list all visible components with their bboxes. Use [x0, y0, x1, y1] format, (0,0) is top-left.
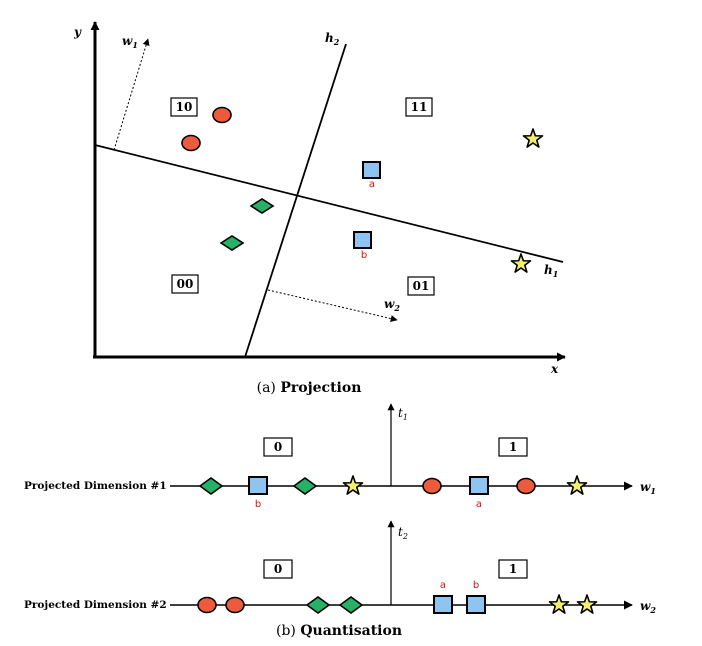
bit-1-row2: 1 [498, 559, 528, 579]
bit-0-row1: 0 [263, 437, 293, 457]
square-marker [362, 161, 381, 179]
star-marker [510, 253, 532, 273]
w2-label: w2 [384, 297, 400, 313]
star-marker [566, 475, 588, 495]
svg-text:00: 00 [177, 277, 194, 291]
star-marker [548, 594, 570, 614]
h2-label: h2 [325, 31, 340, 47]
t2-label: t2 [398, 525, 408, 541]
quantisation-panel: Projected Dimension #1 w1 t1 0 1 b a Pro… [24, 403, 656, 639]
svg-text:1: 1 [509, 440, 517, 454]
star-marker [576, 594, 598, 614]
region-code-00: 00 [171, 274, 199, 294]
square-marker [248, 476, 268, 495]
diamond-marker [305, 596, 331, 614]
circle-marker [181, 134, 201, 152]
diamond-marker [292, 477, 318, 495]
bit-1-row1: 1 [498, 437, 528, 457]
h1-label: h1 [544, 263, 558, 279]
region-code-01: 01 [407, 276, 435, 296]
bit-0-row2: 0 [263, 559, 293, 579]
region-code-10: 10 [170, 97, 198, 117]
quantisation-caption: (b) Quantisation [276, 623, 402, 639]
row1-label-a: a [476, 499, 482, 510]
row1-label: Projected Dimension #1 [24, 480, 167, 492]
diamond-marker [249, 198, 275, 214]
t1-label: t1 [398, 406, 408, 422]
star-marker [342, 475, 364, 495]
circle-marker [225, 596, 245, 614]
diamond-marker [219, 235, 245, 251]
w1-label: w1 [122, 34, 138, 50]
row1-label-b: b [255, 499, 261, 510]
svg-text:10: 10 [176, 100, 193, 114]
hyperplane-h1 [94, 144, 564, 263]
x-axis-label: x [550, 362, 559, 376]
svg-text:01: 01 [413, 279, 430, 293]
circle-marker [197, 596, 217, 614]
point-label-a: a [369, 179, 375, 190]
normal-w2 [267, 289, 398, 322]
svg-text:0: 0 [274, 562, 282, 576]
circle-marker [516, 477, 536, 495]
square-marker [353, 231, 372, 249]
point-label-b: b [361, 250, 367, 261]
normal-w1 [113, 38, 150, 151]
svg-text:11: 11 [411, 100, 428, 114]
diamond-marker [338, 596, 364, 614]
circle-marker [422, 477, 442, 495]
star-marker [522, 128, 544, 148]
row2-label: Projected Dimension #2 [24, 599, 167, 611]
diamond-marker [198, 477, 224, 495]
axis-2-label: w2 [640, 599, 656, 615]
circle-marker [212, 106, 232, 124]
square-marker [433, 595, 453, 614]
square-marker [469, 476, 489, 495]
y-axis-label: y [73, 25, 82, 39]
row2-label-b: b [473, 580, 479, 591]
hyperplane-h2 [244, 43, 347, 358]
projection-panel: y x h1 h2 w1 w2 10 11 00 01 [73, 21, 566, 396]
svg-text:1: 1 [509, 562, 517, 576]
svg-text:0: 0 [274, 440, 282, 454]
projection-caption: (a) Projection [257, 380, 362, 396]
row2-label-a: a [440, 580, 446, 591]
axis-1-label: w1 [640, 480, 656, 496]
square-marker [466, 595, 486, 614]
region-code-11: 11 [405, 97, 433, 117]
